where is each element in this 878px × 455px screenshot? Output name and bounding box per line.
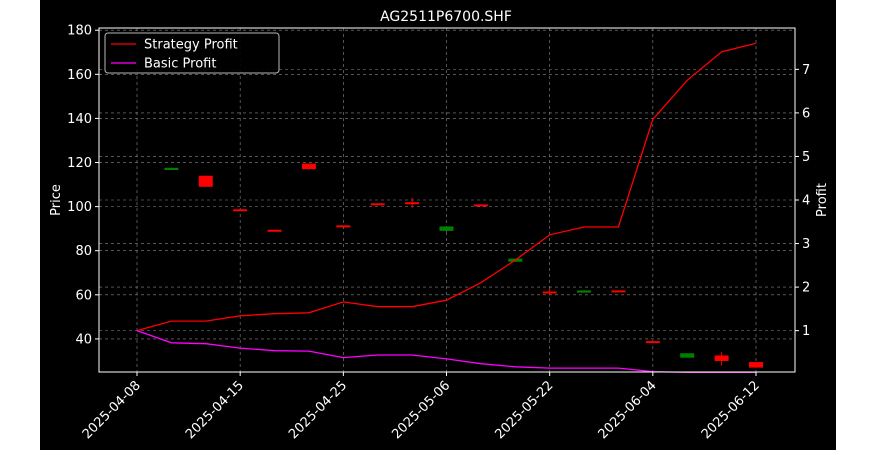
left-axis-ticks: 40 60 80 100 120 140 160 180	[67, 24, 99, 347]
x-tick-label: 2025-05-22	[492, 378, 556, 442]
candle-body	[577, 290, 592, 293]
x-tick-label: 2025-04-25	[286, 378, 350, 442]
right-tick-label: 6	[802, 106, 810, 121]
right-tick-label: 3	[802, 237, 810, 252]
left-tick-label: 180	[67, 24, 92, 39]
x-tick-label: 2025-04-08	[80, 378, 144, 442]
candle-body	[336, 225, 351, 228]
candle-body	[473, 204, 488, 207]
x-axis-ticks: 2025-04-08 2025-04-15 2025-04-25 2025-05-06…	[80, 372, 763, 442]
chart-title: AG2511P6700.SHF	[380, 9, 512, 25]
right-tick-label: 2	[802, 281, 810, 296]
legend-label: Strategy Profit	[144, 38, 238, 53]
left-tick-label: 60	[75, 288, 92, 303]
right-tick-label: 5	[802, 150, 810, 165]
x-tick-label: 2025-06-12	[699, 378, 763, 442]
left-tick-label: 100	[67, 200, 92, 215]
left-tick-label: 120	[67, 156, 92, 171]
candle-body	[267, 229, 282, 232]
y-axis-label-left: Price	[49, 184, 64, 216]
legend-box	[104, 32, 280, 74]
left-tick-label: 140	[67, 112, 92, 127]
candle-body	[611, 290, 626, 293]
candle-body	[680, 353, 695, 358]
left-tick-label: 80	[75, 244, 92, 259]
x-tick-label: 2025-05-06	[389, 378, 453, 442]
x-tick-label: 2025-04-15	[183, 378, 247, 442]
left-tick-label: 160	[67, 68, 92, 83]
x-tick-label: 2025-06-04	[596, 378, 660, 442]
candle-body	[714, 355, 729, 361]
series-line	[136, 42, 757, 332]
legend-label: Basic Profit	[144, 57, 216, 72]
candle-body	[301, 163, 316, 170]
right-tick-label: 1	[802, 324, 810, 339]
grid-lines	[99, 28, 795, 372]
right-axis-ticks: 1 2 3 4 5 6 7	[795, 63, 810, 339]
candle-body	[439, 226, 454, 231]
candle-body	[233, 209, 248, 212]
candle-body	[405, 202, 420, 205]
candle-body	[645, 341, 660, 344]
candle-body	[749, 362, 763, 368]
candle-body	[164, 167, 179, 171]
chart-figure: AG2511P6700.SHF 40 60 80 100 120 140 160 180 1 2…	[40, 0, 836, 450]
chart-svg: AG2511P6700.SHF 40 60 80 100 120 140 160 180 1 2…	[49, 9, 830, 442]
right-tick-label: 7	[802, 63, 810, 78]
candles	[164, 163, 763, 368]
legend: Strategy Profit Basic Profit	[104, 32, 280, 74]
y-axis-label-right: Profit	[815, 183, 830, 217]
candle-body	[542, 291, 557, 294]
left-tick-label: 40	[75, 332, 92, 347]
right-tick-label: 4	[802, 194, 810, 209]
candle-body	[370, 203, 385, 206]
candle-body	[198, 175, 213, 187]
